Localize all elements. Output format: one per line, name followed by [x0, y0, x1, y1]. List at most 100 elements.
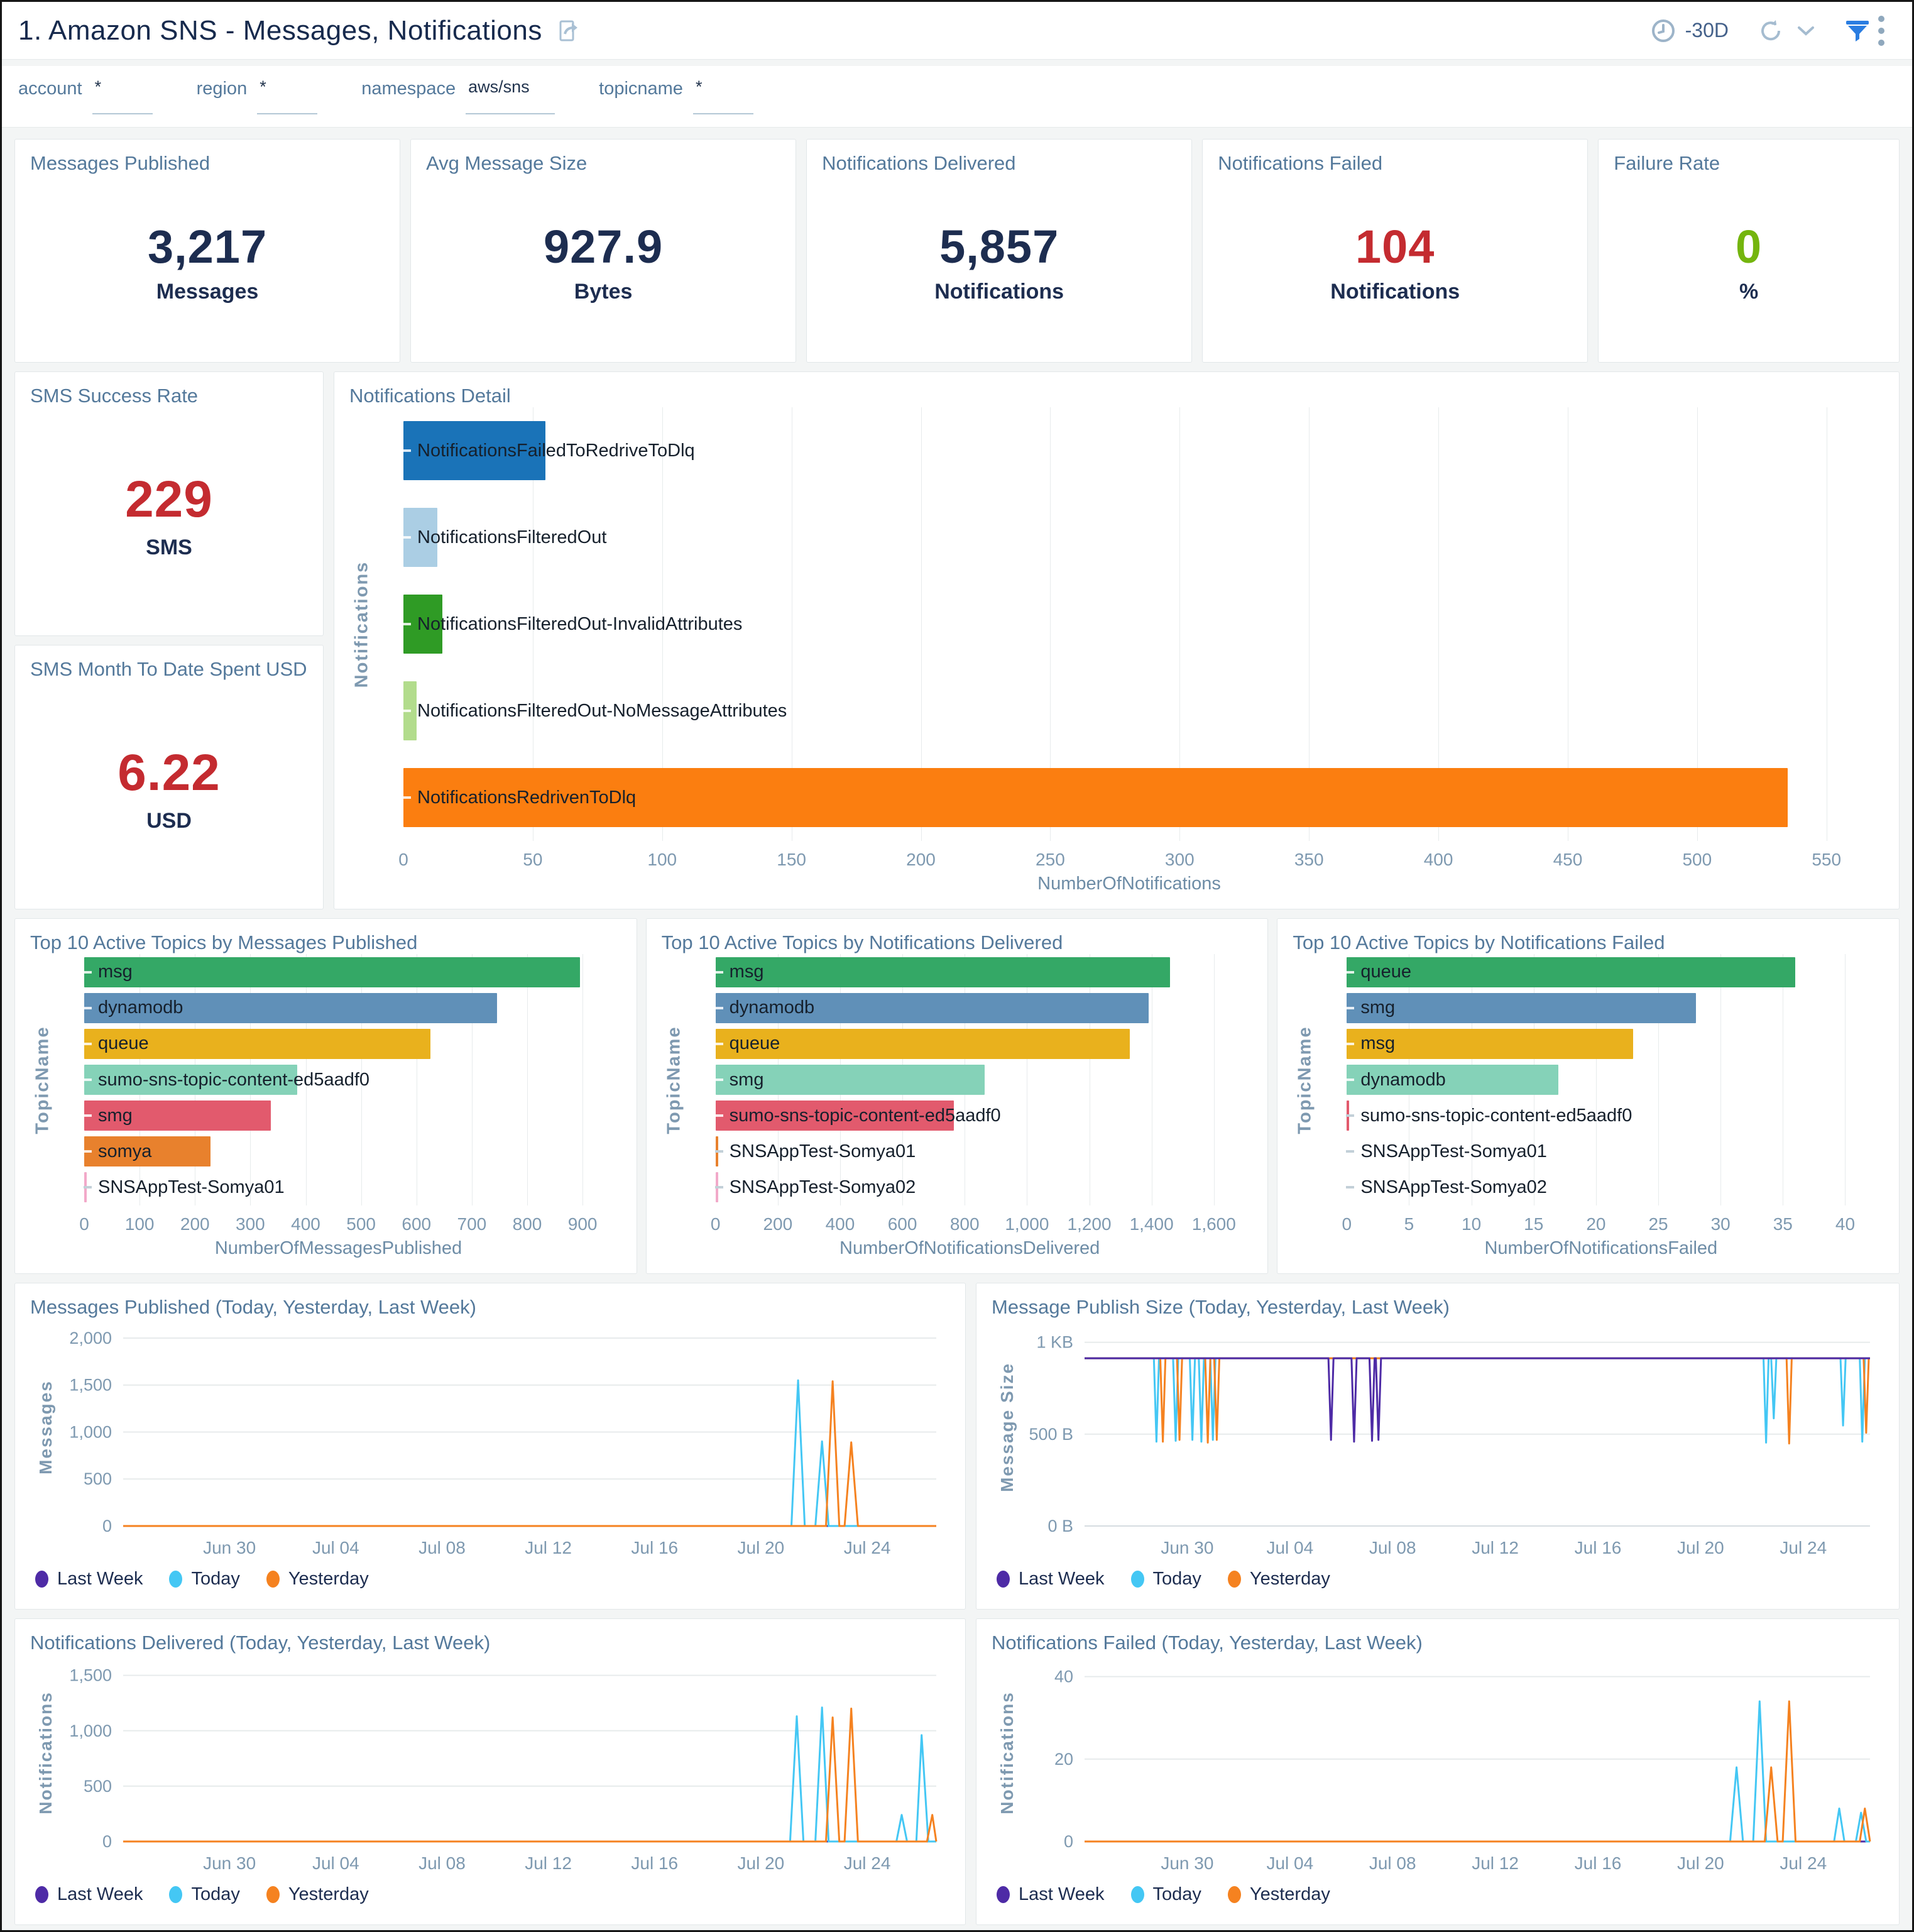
svg-text:1,000: 1,000	[69, 1422, 112, 1441]
bar-smg[interactable]	[84, 1100, 271, 1131]
bar-label: SNSAppTest-Somya02	[1360, 1177, 1547, 1197]
kpi-messages-published: Messages Published 3,217 Messages	[14, 139, 401, 363]
chevron-down-icon	[1798, 26, 1814, 36]
x-tick-label: 25	[1648, 1214, 1668, 1234]
svg-text:Jul 12: Jul 12	[525, 1538, 572, 1557]
x-tick-label: 450	[1553, 850, 1583, 869]
legend-item-yesterday[interactable]: Yesterday	[1227, 1568, 1330, 1589]
bar-NotificationsFailedToRedriveToDlq[interactable]	[403, 421, 546, 480]
legend-item-last-week[interactable]: Last Week	[997, 1884, 1105, 1905]
bar-queue[interactable]	[84, 1028, 430, 1059]
filter-namespace-input[interactable]: aws/sns	[466, 77, 555, 114]
x-tick-label: 5	[1404, 1214, 1414, 1234]
bar-msg[interactable]	[84, 957, 580, 987]
bar-smg[interactable]	[1347, 992, 1696, 1023]
legend-dot	[1227, 1885, 1241, 1903]
svg-text:20: 20	[1054, 1750, 1073, 1769]
legend-label: Yesterday	[288, 1568, 369, 1589]
legend-item-today[interactable]: Today	[169, 1884, 240, 1905]
x-tick-label: 30	[1710, 1214, 1731, 1234]
bar-label: dynamodb	[98, 997, 183, 1018]
kpi-unit: Bytes	[574, 280, 633, 304]
bar-dynamodb[interactable]	[715, 992, 1149, 1023]
svg-text:0: 0	[102, 1832, 112, 1851]
bar-label: msg	[729, 962, 764, 982]
svg-text:Jul 24: Jul 24	[844, 1538, 891, 1557]
legend-item-yesterday[interactable]: Yesterday	[1227, 1884, 1330, 1905]
bar-label: queue	[1360, 962, 1411, 982]
svg-text:Jul 16: Jul 16	[631, 1853, 678, 1873]
svg-text:Jul 16: Jul 16	[631, 1538, 678, 1557]
x-tick-label: 0	[710, 1214, 721, 1234]
x-tick-label: 1,200	[1067, 1214, 1112, 1234]
svg-text:Jun 30: Jun 30	[1161, 1853, 1213, 1873]
panel-title: Messages Published	[30, 152, 211, 174]
legend-label: Today	[1152, 1568, 1201, 1589]
legend-item-last-week[interactable]: Last Week	[35, 1569, 143, 1589]
bar-sumo-sns-topic-content-ed5aadf0[interactable]	[84, 1065, 298, 1095]
bar-queue[interactable]	[1347, 957, 1796, 987]
filter-topicname-input[interactable]: *	[692, 77, 753, 114]
legend-label: Yesterday	[1249, 1884, 1330, 1904]
kebab-menu-icon[interactable]	[1872, 12, 1891, 50]
filter-bar: account * region * namespace aws/sns top…	[2, 66, 1912, 128]
panel-title: Notifications Failed (Today, Yesterday, …	[992, 1632, 1423, 1654]
bar-label: msg	[98, 962, 133, 982]
bar-somya[interactable]	[84, 1136, 211, 1167]
bar-dynamodb[interactable]	[1347, 1065, 1559, 1095]
bar-msg[interactable]	[1347, 1028, 1634, 1059]
panel-title: Top 10 Active Topics by Notifications De…	[661, 931, 1063, 953]
bar-smg[interactable]	[715, 1065, 985, 1095]
filter-label: namespace	[361, 79, 456, 99]
legend-item-today[interactable]: Today	[1130, 1568, 1201, 1589]
x-tick-label: 600	[887, 1214, 917, 1234]
x-tick-label: 100	[647, 850, 677, 869]
panel-notifications-failed-ts: Notifications Failed (Today, Yesterday, …	[976, 1618, 1900, 1925]
svg-text:Notifications: Notifications	[997, 1691, 1017, 1814]
svg-text:Jun 30: Jun 30	[203, 1538, 256, 1557]
x-tick-label: 200	[763, 1214, 793, 1234]
legend-label: Last Week	[57, 1884, 143, 1904]
kpi-unit: USD	[146, 809, 192, 833]
bar-NotificationsRedrivenToDlq[interactable]	[403, 768, 1788, 827]
legend-item-last-week[interactable]: Last Week	[35, 1884, 143, 1905]
bar-sumo-sns-topic-content-ed5aadf0[interactable]	[715, 1100, 954, 1131]
legend-item-last-week[interactable]: Last Week	[997, 1569, 1105, 1589]
x-tick-label: 200	[906, 850, 936, 869]
bar-label: dynamodb	[729, 997, 815, 1018]
series-today	[1085, 1357, 1871, 1444]
refresh-button[interactable]	[1756, 16, 1815, 45]
legend-item-today[interactable]: Today	[169, 1569, 240, 1589]
bar-dynamodb[interactable]	[84, 992, 497, 1023]
series-today	[1085, 1700, 1871, 1843]
svg-text:0 B: 0 B	[1048, 1517, 1074, 1535]
time-range-control[interactable]: -30D	[1650, 18, 1729, 44]
chart-legend: Last Week Today Yesterday	[30, 1561, 950, 1596]
filter-account-input[interactable]: *	[92, 77, 153, 114]
bar-label: msg	[1360, 1033, 1396, 1054]
panel-top-messages-published: Top 10 Active Topics by Messages Publish…	[14, 918, 637, 1274]
legend-label: Yesterday	[1249, 1568, 1330, 1589]
bar-label: sumo-sns-topic-content-ed5aadf0	[1360, 1105, 1632, 1126]
legend-item-yesterday[interactable]: Yesterday	[266, 1884, 369, 1905]
series-today	[123, 1706, 936, 1843]
svg-text:Jul 08: Jul 08	[418, 1538, 466, 1557]
kpi-sms-month-spend: SMS Month To Date Spent USD 6.22 USD	[14, 645, 324, 909]
legend-item-yesterday[interactable]: Yesterday	[266, 1569, 369, 1589]
y-axis-label: TopicName	[664, 1025, 684, 1134]
filter-button[interactable]	[1843, 16, 1872, 45]
legend-item-today[interactable]: Today	[1130, 1884, 1201, 1905]
row-ts-2: Notifications Delivered (Today, Yesterda…	[14, 1618, 1900, 1925]
kpi-unit: %	[1739, 280, 1759, 304]
svg-text:0: 0	[102, 1517, 112, 1535]
panel-title: Notifications Detail	[349, 385, 511, 407]
row-top10: Top 10 Active Topics by Messages Publish…	[14, 918, 1900, 1274]
x-tick-label: 500	[1682, 850, 1712, 869]
bar-msg[interactable]	[715, 957, 1171, 987]
svg-text:Jul 24: Jul 24	[1780, 1538, 1827, 1557]
filter-region-input[interactable]: *	[257, 77, 318, 114]
bar-queue[interactable]	[715, 1028, 1130, 1059]
dashboard-header: 1. Amazon SNS - Messages, Notifications …	[2, 2, 1912, 60]
svg-text:500: 500	[84, 1469, 112, 1488]
share-icon[interactable]	[556, 18, 582, 44]
